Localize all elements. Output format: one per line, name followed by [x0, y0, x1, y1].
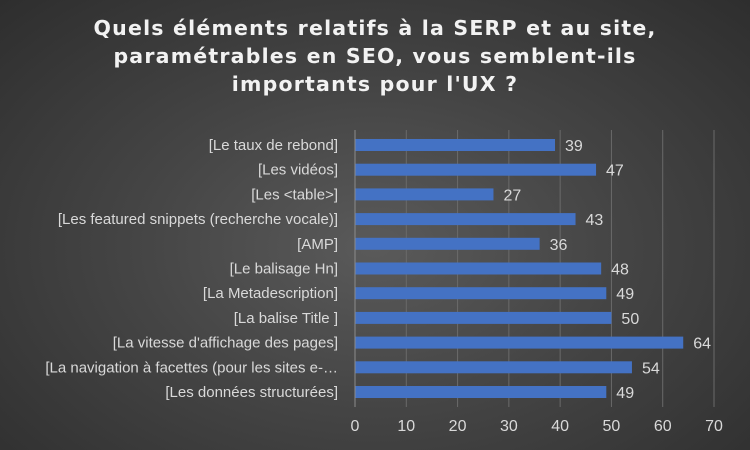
category-label-8: [La vitesse d'affichage des pages] [113, 335, 338, 352]
bar-0 [355, 139, 556, 151]
bar-9 [355, 361, 632, 374]
category-label-6: [La Metadescription] [203, 285, 338, 302]
x-tick-label-5: 50 [603, 418, 621, 435]
data-label-8: 64 [693, 336, 711, 353]
x-tick-label-6: 60 [654, 418, 672, 435]
bar-8 [355, 336, 684, 349]
bar-10 [355, 386, 607, 398]
chart-title-line-2: paramétrables en SEO, vous semblent-ils [113, 44, 637, 68]
bar-6 [355, 287, 607, 300]
bar-7 [355, 311, 612, 324]
bar-4 [355, 237, 540, 250]
bar-2 [355, 188, 494, 201]
x-tick-label-4: 40 [551, 418, 569, 435]
bar-1 [355, 163, 597, 176]
category-label-7: [La balise Title ] [234, 310, 338, 327]
x-tick-label-1: 10 [397, 418, 415, 435]
data-label-4: 36 [550, 237, 568, 254]
x-tick-label-3: 30 [500, 418, 518, 435]
chart-title-line-1: Quels éléments relatifs à la SERP et au … [93, 16, 657, 40]
data-label-0: 39 [565, 138, 583, 155]
category-label-3: [Les featured snippets (recherche vocale… [58, 211, 338, 228]
x-tick-label-2: 20 [449, 418, 467, 435]
category-label-5: [Le balisage Hn] [230, 261, 338, 278]
data-label-6: 49 [616, 286, 634, 303]
data-label-2: 27 [503, 187, 521, 204]
x-tick-label-0: 0 [351, 418, 360, 435]
data-label-10: 49 [616, 385, 634, 402]
data-label-7: 50 [621, 311, 639, 328]
chart-title-line-3: importants pour l'UX ? [231, 72, 519, 96]
category-label-0: [Le taux de rebond] [209, 137, 338, 154]
data-label-1: 47 [606, 163, 624, 180]
category-label-1: [Les vidéos] [258, 162, 338, 179]
data-label-3: 43 [586, 212, 604, 229]
category-label-4: [AMP] [297, 236, 338, 253]
data-label-5: 48 [611, 262, 629, 279]
x-tick-label-7: 70 [705, 418, 723, 435]
category-label-2: [Les <table>] [251, 186, 338, 203]
category-label-9: [La navigation à facettes (pour les site… [45, 359, 338, 376]
bar-3 [355, 213, 576, 226]
chart-title: Quels éléments relatifs à la SERP et au … [0, 14, 750, 98]
category-label-10: [Les données structurées] [165, 384, 338, 401]
bar-5 [355, 262, 602, 275]
data-label-9: 54 [642, 360, 660, 377]
